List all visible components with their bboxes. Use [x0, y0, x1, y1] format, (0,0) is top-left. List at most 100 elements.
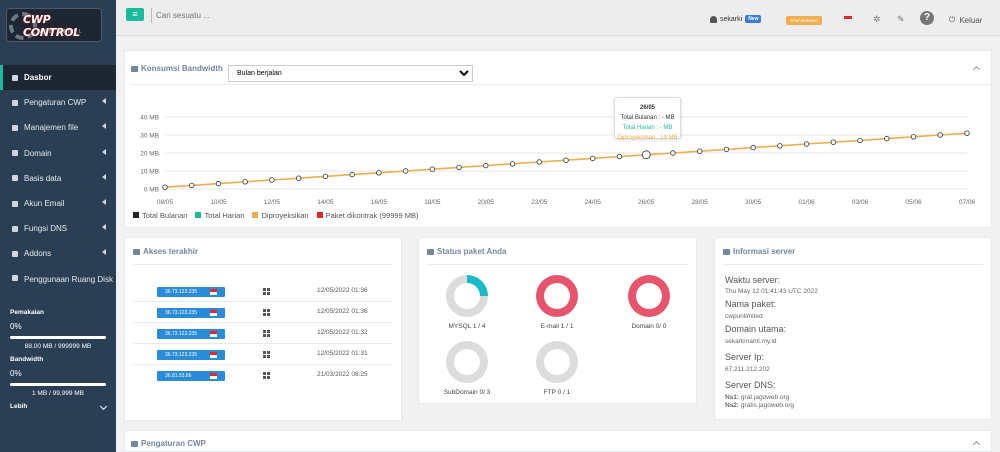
legend-item[interactable]: Total Harian	[195, 211, 244, 220]
cogs-icon[interactable]: ✲	[873, 14, 881, 24]
ip-badge[interactable]: 36.81.53.66	[157, 371, 225, 381]
legend-item[interactable]: Paket dikontrak (99999 MB)	[316, 211, 419, 220]
ip-text: 36.73.123.235	[165, 289, 197, 295]
x-tick-label: 16/05	[371, 199, 388, 206]
ip-badge[interactable]: 36.73.123.235	[157, 350, 225, 360]
cwp-settings-title-text: Pengaturan CWP	[141, 439, 206, 448]
bar-chart-icon	[131, 440, 138, 447]
ip-badge[interactable]: 36.73.123.235	[157, 287, 225, 297]
donut-chart	[628, 275, 670, 317]
access-row: 36.73.123.235 12/05/2022 01:32	[133, 323, 393, 344]
data-point	[189, 182, 195, 189]
sitemap-icon	[11, 225, 21, 233]
chevron-left-icon	[102, 123, 106, 130]
divider	[427, 264, 688, 265]
status-badge[interactable]: Telah terkunci	[786, 16, 822, 25]
help-icon[interactable]: ?	[920, 11, 934, 25]
access-row: 36.81.53.66 21/03/2022 08:25	[133, 365, 393, 386]
data-point	[242, 179, 248, 185]
sidebar-item-addons[interactable]: Addons	[0, 241, 116, 266]
chevron-left-icon	[102, 148, 106, 155]
sidebar-item-pengaturan-cwp[interactable]: Pengaturan CWP	[0, 90, 116, 115]
data-point	[269, 177, 275, 183]
legend-label: Paket dikontrak (99999 MB)	[325, 211, 419, 220]
cwp-logo-badge: CWP CONTROL WEB PANEL	[6, 8, 102, 42]
divider	[723, 264, 983, 265]
data-point	[402, 168, 409, 174]
more-link[interactable]: Lebih	[10, 402, 108, 410]
info-icon	[723, 248, 730, 255]
bandwidth-header: Konsumsi Bandwidth Bulan berjalan	[131, 59, 991, 85]
search-input[interactable]	[151, 8, 301, 23]
database-icon	[11, 174, 21, 182]
data-point	[857, 137, 863, 144]
ip-text: 36.73.123.235	[165, 352, 197, 358]
donut-email: E-mail 1 / 1	[517, 275, 597, 330]
logo[interactable]: CWP CONTROL WEB PANEL	[0, 0, 116, 50]
package-name: cwpunlimited	[725, 313, 763, 320]
chart-icon	[11, 99, 21, 107]
users-icon	[133, 248, 140, 255]
chevron-left-icon	[102, 224, 106, 231]
data-point	[803, 141, 810, 147]
username: sekarki	[720, 15, 743, 23]
data-point	[536, 159, 542, 165]
collapse-chevron-icon[interactable]	[972, 440, 981, 449]
legend-label: Total Bulanan	[142, 211, 188, 220]
y-tick-label: 0 MB	[144, 187, 159, 194]
topbar: ≡ sekarki New Telah terkunci ✲ ✎ ? ⏻Kelu…	[116, 0, 1000, 36]
donut-label: SubDomain 0/ 3	[443, 389, 491, 396]
wrench-icon[interactable]: ✎	[897, 14, 905, 24]
data-point	[884, 135, 890, 142]
data-point	[376, 170, 382, 176]
menu-toggle-button[interactable]: ≡	[126, 8, 144, 21]
ns1-value: grat.jagoweb.org	[740, 394, 790, 401]
access-row: 36.73.123.235 12/05/2022 01:31	[133, 344, 393, 365]
donut-label: MYSQL 1 / 4	[448, 323, 486, 330]
donut-chart	[536, 275, 578, 317]
y-tick-label: 10 MB	[140, 169, 159, 176]
sidebar-item-manajemen-file[interactable]: Manajemen file	[0, 115, 116, 140]
sidebar-item-dasbor[interactable]: Dasbor	[0, 65, 116, 91]
data-point	[563, 157, 569, 163]
legend-item[interactable]: Diproyeksikan	[252, 211, 309, 220]
ns1-label: Ns1:	[725, 394, 740, 401]
ip-badge[interactable]: 36.73.123.235	[157, 329, 225, 339]
ip-badge[interactable]: 36.73.123.235	[157, 308, 225, 318]
chevron-up-icon	[99, 402, 108, 410]
user-icon	[710, 15, 717, 23]
data-point	[696, 148, 703, 154]
ip-text: 36.73.123.235	[165, 310, 197, 316]
info-title-text: Informasi server	[733, 247, 796, 256]
usage-panel: Pemakaian 0% 88.00 MB / 999999 MB Bandwi…	[0, 309, 116, 410]
tooltip-monthly: Total Bulanan : - MB	[620, 115, 675, 121]
logout-button[interactable]: ⏻ Keluar	[949, 15, 982, 25]
access-date: 12/05/2022 01:36	[317, 308, 368, 315]
x-tick-label: 01/06	[798, 199, 815, 206]
bandwidth-percent: 0%	[10, 368, 22, 378]
sidebar-item-penggunaan-ruang-disk[interactable]: Penggunaan Ruang Disk	[0, 267, 116, 303]
bandwidth-title-text: Konsumsi Bandwidth	[141, 64, 223, 73]
x-tick-label: 18/05	[424, 199, 441, 206]
user-menu[interactable]: sekarki New	[710, 15, 762, 23]
cwp-settings-title: Pengaturan CWP	[131, 439, 206, 448]
donut-subdomain: SubDomain 0/ 3	[427, 341, 507, 396]
language-flag-icon[interactable]	[844, 16, 852, 22]
list-icon	[11, 274, 21, 282]
flag-icon	[210, 373, 217, 379]
legend-item[interactable]: Total Bulanan	[133, 211, 187, 220]
sidebar-item-akun-email[interactable]: Akun Email	[0, 191, 116, 216]
sidebar-item-basis-data[interactable]: Basis data	[0, 166, 116, 191]
data-point	[616, 153, 623, 160]
access-title-text: Akses terakhir	[143, 247, 199, 256]
ip-label: Server Ip:	[725, 352, 765, 362]
chart-tooltip: 26/05 Total Bulanan : - MB Total Harian …	[614, 97, 681, 141]
range-select[interactable]: Bulan berjalan	[228, 65, 473, 82]
usage-percent: 0%	[10, 321, 22, 331]
sidebar-item-domain[interactable]: Domain	[0, 141, 116, 166]
data-point	[937, 132, 943, 138]
sidebar-item-fungsi-dns[interactable]: Fungsi DNS	[0, 216, 116, 241]
collapse-chevron-icon[interactable]	[972, 65, 981, 74]
data-point	[670, 150, 676, 156]
chart-legend: Total Bulanan Total Harian Diproyeksikan…	[133, 211, 419, 220]
